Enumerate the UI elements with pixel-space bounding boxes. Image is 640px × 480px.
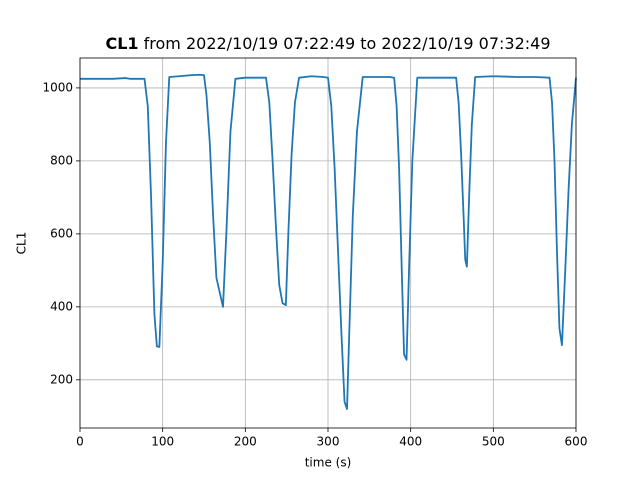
y-tick-label: 600 — [50, 226, 73, 240]
chart-title: CL1 from 2022/10/19 07:22:49 to 2022/10/… — [105, 34, 550, 53]
x-tick-label: 600 — [565, 435, 588, 449]
y-tick-label: 400 — [50, 299, 73, 313]
data-line — [80, 73, 577, 410]
y-tick-label: 200 — [50, 372, 73, 386]
x-tick-label: 500 — [482, 435, 505, 449]
x-tick-label: 400 — [399, 435, 422, 449]
y-axis-label: CL1 — [15, 232, 29, 255]
title-rest: from 2022/10/19 07:22:49 to 2022/10/19 0… — [144, 34, 551, 53]
x-tick-label: 300 — [317, 435, 340, 449]
x-tick-label: 200 — [234, 435, 257, 449]
y-tick-label: 800 — [50, 153, 73, 167]
plot-frame — [79, 57, 577, 429]
y-tick-label: 1000 — [42, 80, 73, 94]
title-bold: CL1 — [105, 34, 138, 53]
x-tick-label: 100 — [151, 435, 174, 449]
x-axis-label: time (s) — [305, 456, 352, 470]
x-tick-label: 0 — [76, 435, 84, 449]
